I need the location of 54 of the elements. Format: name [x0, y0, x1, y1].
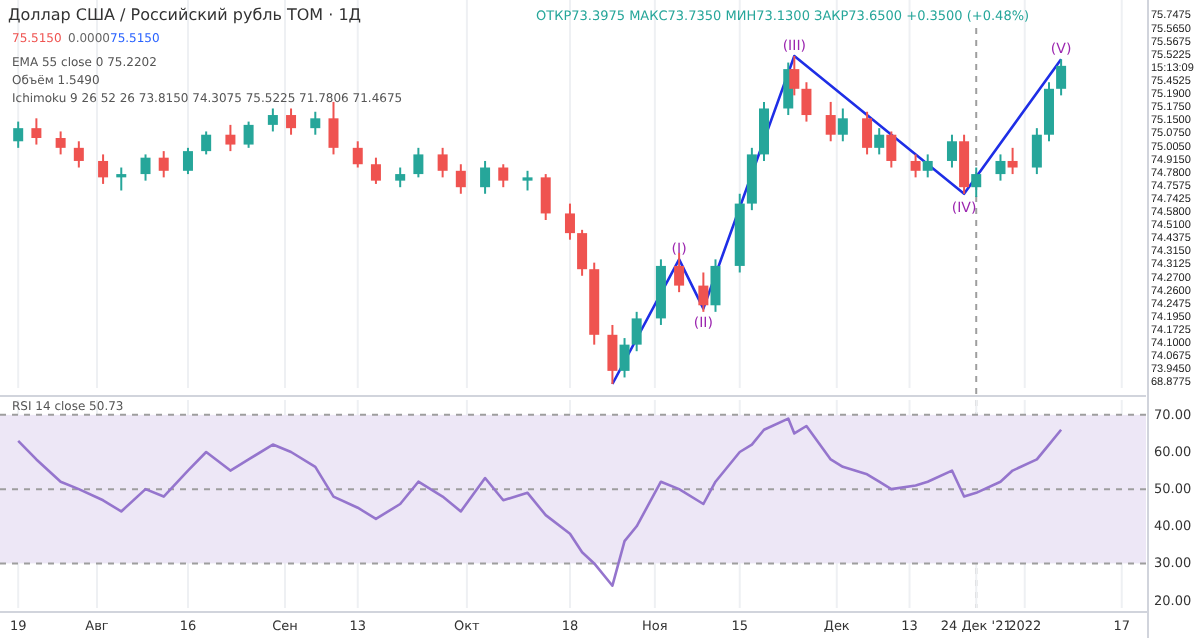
candlestick: [971, 166, 982, 199]
candlestick: [789, 55, 800, 97]
candlestick: [522, 169, 533, 192]
candlestick: [73, 140, 84, 169]
candlestick: [140, 153, 151, 182]
candlestick: [352, 140, 363, 169]
candlestick: [959, 133, 970, 195]
candlestick: [995, 153, 1006, 182]
candlestick: [564, 202, 575, 241]
candlestick: [874, 127, 885, 156]
candlestick: [607, 323, 618, 385]
candlestick: [13, 120, 24, 149]
candlestick: [674, 251, 685, 294]
candlestick: [1007, 146, 1018, 176]
candlestick: [862, 110, 873, 156]
candlestick: [619, 337, 630, 379]
candlestick: [286, 107, 297, 136]
candlestick: [1056, 58, 1067, 97]
candlestick: [395, 166, 406, 189]
candlestick: [498, 163, 509, 189]
candlestick: [370, 156, 381, 185]
candlestick: [480, 159, 491, 195]
candlestick: [267, 107, 278, 133]
candlestick: [243, 120, 254, 149]
candlestick: [631, 310, 642, 353]
candlestick: [946, 133, 957, 169]
candlestick: [801, 81, 812, 123]
candlestick: [413, 146, 424, 179]
candlestick: [116, 166, 127, 192]
candlestick: [225, 123, 236, 153]
candlestick: [1043, 81, 1054, 143]
candlestick: [698, 271, 709, 313]
candlestick: [455, 163, 466, 195]
candlestick: [759, 100, 769, 162]
candlestick: [201, 130, 212, 156]
candlestick: [910, 153, 921, 179]
candlestick: [328, 100, 339, 156]
candlestick: [437, 146, 448, 179]
candlestick: [922, 153, 933, 179]
line-series: [16, 417, 1063, 588]
candlestick: [825, 100, 836, 143]
candlestick: [310, 110, 321, 136]
chart-title: Доллар США / Российский рубль TOM · 1Д: [8, 6, 362, 24]
candlestick: [182, 146, 193, 176]
candlestick: [158, 150, 169, 179]
candlestick: [98, 153, 109, 185]
candlestick: [710, 258, 721, 313]
candlestick: [837, 107, 848, 143]
candlestick: [577, 228, 588, 277]
candlestick: [55, 130, 66, 156]
candlestick: [886, 130, 897, 169]
candlestick: [540, 173, 551, 221]
candlestick: [1031, 127, 1042, 176]
candlestick: [31, 117, 42, 146]
